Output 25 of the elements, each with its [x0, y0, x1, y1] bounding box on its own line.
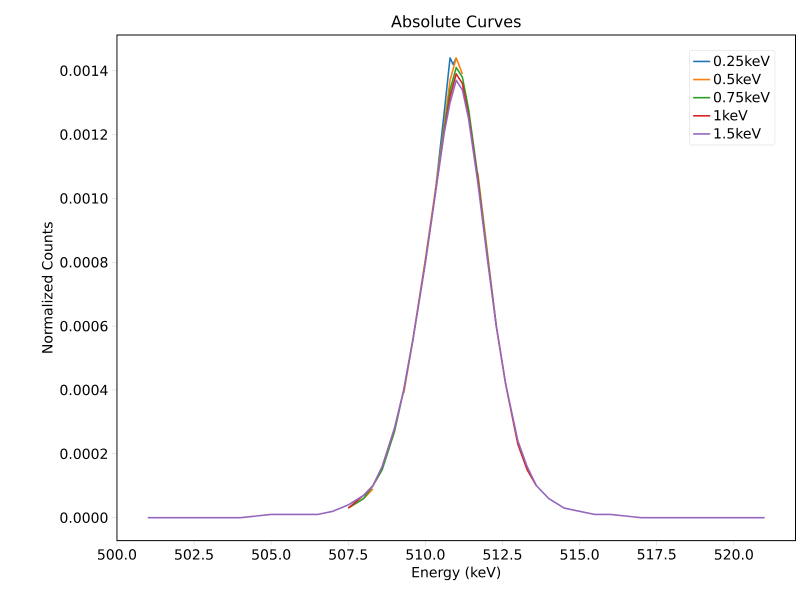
legend-label: 0.75keV [714, 92, 770, 103]
y-axis-title: Normalized Counts [42, 222, 53, 353]
y-tick-label: 0.0000 [60, 512, 108, 524]
x-tick-label: 500.0 [98, 549, 136, 560]
x-tick-label: 502.5 [175, 549, 213, 560]
x-tick-label: 520.0 [714, 549, 753, 560]
x-tick-label: 510.0 [406, 549, 444, 560]
x-tick-label: 515.0 [560, 549, 599, 560]
legend-label: 0.5keV [714, 74, 761, 84]
y-tick-label: 0.0006 [60, 321, 108, 332]
y-tick-label: 0.0004 [60, 384, 108, 396]
legend-label: 0.25keV [714, 56, 770, 66]
legend-label: 1keV [714, 110, 748, 121]
x-tick-label: 507.5 [329, 549, 368, 560]
y-tick-label: 0.0008 [60, 257, 108, 268]
x-tick-label: 505.0 [252, 549, 290, 560]
y-tick-label: 0.0012 [60, 129, 107, 140]
chart-title: Absolute Curves [391, 15, 521, 28]
y-tick-label: 0.0002 [60, 448, 107, 460]
x-tick-label: 512.5 [484, 549, 522, 560]
x-axis-title: Energy (keV) [412, 566, 500, 580]
y-tick-label: 0.0014 [60, 66, 108, 76]
x-tick-label: 517.5 [638, 549, 676, 560]
y-tick-label: 0.0010 [60, 193, 108, 204]
legend-label: 1.5keV [714, 128, 761, 139]
